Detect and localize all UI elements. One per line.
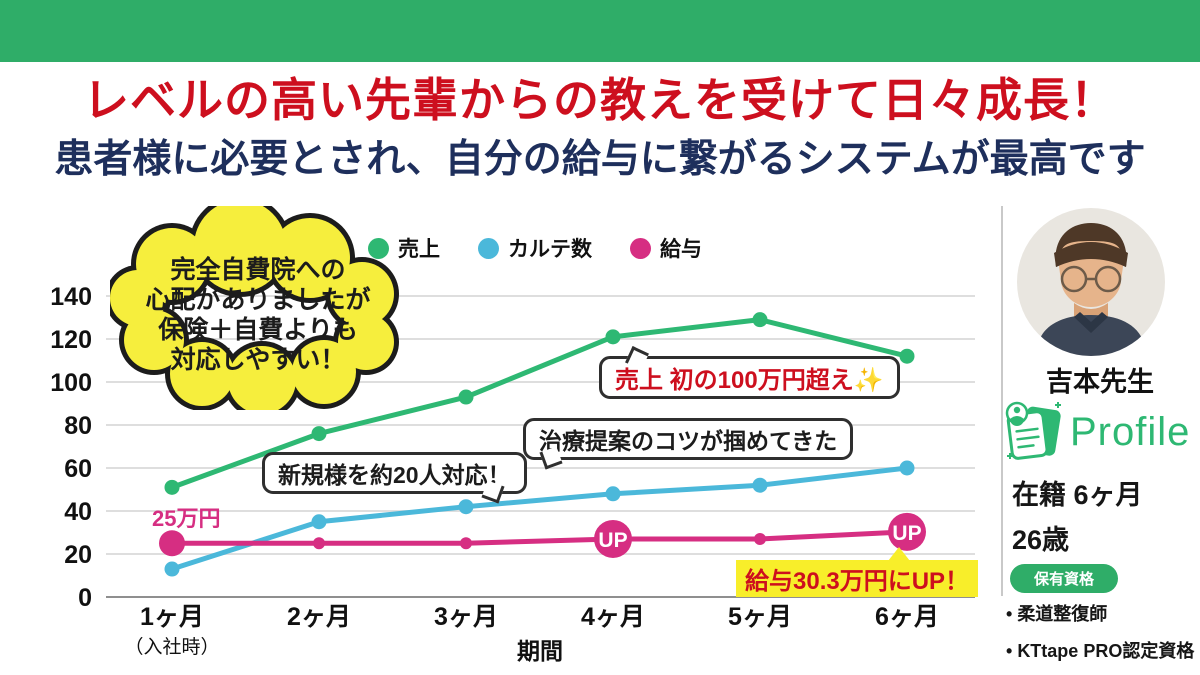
callout-sales-milestone: 売上 初の100万円超え✨: [599, 346, 900, 399]
data-point: [752, 477, 768, 493]
subtitle: 患者様に必要とされ、自分の給与に繋がるシステムが最高です: [54, 138, 1146, 181]
highlight-pointer-icon: [888, 547, 910, 561]
tenure-label: 在籍 6ヶ月: [1012, 480, 1143, 510]
collar: [1074, 312, 1108, 333]
cloud-bubble: 完全自費院への 心配がありましたが 保険＋自費よりも 対応しやすい！: [110, 206, 399, 410]
salary-up-highlight: 給与30.3万円にUP！: [736, 547, 979, 597]
y-tick-label: 140: [50, 283, 92, 311]
cloud-text-line3: 保険＋自費よりも: [157, 315, 358, 344]
data-point: [159, 530, 185, 557]
qualifications-badge: 保有資格: [1010, 564, 1119, 593]
data-point: [752, 312, 768, 328]
data-point: [605, 329, 621, 345]
up-badge: [594, 519, 632, 558]
salary-start-label: 25万円: [152, 506, 221, 531]
series-1: [164, 460, 915, 577]
x-tick-note: （入社時）: [124, 636, 219, 658]
age-label: 26歳: [1012, 525, 1070, 555]
data-point: [311, 426, 327, 442]
callout-treatment-tip-text: 治療提案のコツが掴めてきた: [539, 428, 838, 454]
data-point: [164, 561, 180, 577]
y-tick-label: 60: [64, 455, 92, 483]
x-tick-label: 3ヶ月: [434, 603, 498, 631]
series-2: UP UP: [159, 512, 926, 558]
profile-logo: Profile: [1002, 400, 1190, 464]
neck: [1074, 303, 1108, 317]
sparkle-icon: [1007, 453, 1013, 459]
x-tick-label: 2ヶ月: [287, 603, 351, 631]
line-chart: 0 20 40 60 80 100 120 140 1ヶ月 2ヶ月 3ヶ月 4ヶ月 5ヶ月 6ヶ月 （入社時…: [50, 283, 975, 664]
data-point: [311, 514, 327, 530]
qualification-item: KTtape PRO認定資格: [1006, 637, 1194, 663]
legend-item-sales: 売上: [368, 233, 440, 263]
cloud-text-line4: 対応しやすい！: [171, 345, 346, 374]
profile-name: 吉本先生: [1046, 367, 1154, 397]
up-badge: [888, 512, 926, 551]
series-line: [169, 465, 910, 572]
x-tick-label: 6ヶ月: [875, 603, 939, 631]
data-point: [605, 486, 621, 502]
data-point: [754, 532, 766, 545]
series-0: [164, 312, 915, 495]
callout-new-patients: 新規様を約20人対応！: [262, 452, 527, 504]
series-line: [169, 529, 910, 546]
series-line: [169, 317, 910, 490]
salary-legend-label: 給与: [660, 238, 702, 261]
sidebar-divider: [1001, 206, 1003, 596]
profile-photo: [1017, 208, 1165, 356]
hair-fringe: [1054, 242, 1128, 267]
y-tick-label: 80: [64, 412, 92, 440]
cloud-fill: [110, 206, 394, 410]
qualifications-list: 柔道整復師 KTtape PRO認定資格: [1006, 600, 1194, 674]
cloud-text-line2: 心配がありましたが: [145, 285, 370, 314]
data-point: [460, 537, 472, 550]
y-tick-label: 120: [50, 326, 92, 354]
up-badge-text: UP: [598, 529, 627, 552]
sparkle-icon: [1055, 402, 1061, 408]
top-banner: [0, 0, 1200, 62]
legend-item-karte: カルテ数: [478, 233, 592, 263]
legend-item-salary: 給与: [630, 233, 702, 263]
cloud-text-line1: 完全自費院への: [170, 255, 345, 284]
x-tick-label: 5ヶ月: [728, 603, 792, 631]
profile-logo-text: Profile: [1070, 409, 1191, 454]
y-tick-label: 0: [78, 584, 92, 612]
y-tick-label: 40: [64, 498, 92, 526]
sales-legend-dot-icon: [368, 237, 389, 259]
x-tick-label: 4ヶ月: [581, 603, 645, 631]
glasses-icon: [1060, 265, 1122, 293]
data-point: [899, 460, 915, 476]
y-tick-label: 20: [64, 541, 92, 569]
scrub-top: [1036, 315, 1146, 356]
callout-treatment-tip: 治療提案のコツが掴めてきた: [523, 418, 854, 470]
salary-up-text: 給与30.3万円にUP！: [745, 568, 970, 595]
x-tick-label: 1ヶ月: [140, 603, 204, 631]
data-point: [164, 479, 180, 495]
qualification-item: 柔道整復師: [1006, 600, 1194, 626]
data-point: [313, 537, 325, 550]
x-axis-title: 期間: [517, 638, 563, 664]
sparkle-icon: ✨: [853, 367, 884, 394]
clipboard-profile-icon: [1005, 401, 1061, 460]
y-tick-label: 100: [50, 369, 92, 397]
main-title: レベルの高い先輩からの教えを受けて日々成長！: [83, 75, 1117, 126]
data-point: [899, 348, 915, 364]
sales-legend-label: 売上: [398, 238, 440, 261]
salary-legend-dot-icon: [630, 237, 651, 259]
karte-legend-dot-icon: [478, 237, 499, 259]
hair: [1055, 223, 1127, 267]
data-point: [458, 389, 474, 405]
callout-sales-milestone-text: 売上 初の100万円超え: [615, 367, 854, 394]
callout-new-patients-text: 新規様を約20人対応！: [278, 462, 511, 488]
up-badge-text: UP: [892, 522, 921, 545]
data-point: [458, 499, 474, 515]
chart-legend: 売上 カルテ数 給与: [368, 233, 702, 263]
karte-legend-label: カルテ数: [508, 238, 592, 261]
